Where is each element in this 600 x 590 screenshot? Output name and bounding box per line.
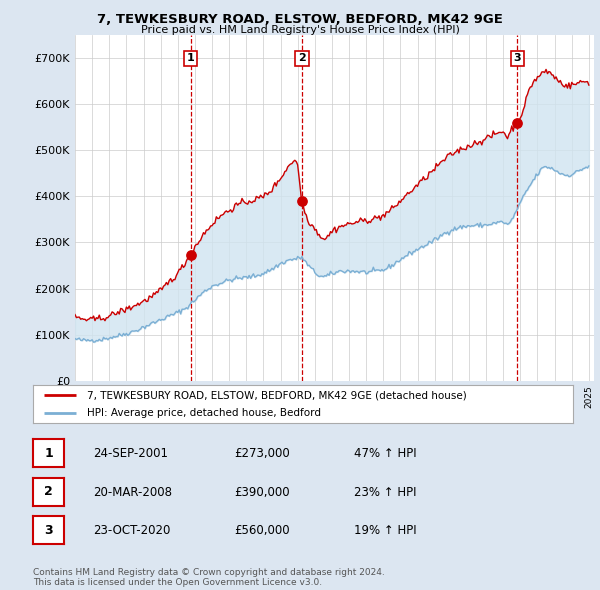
Text: 7, TEWKESBURY ROAD, ELSTOW, BEDFORD, MK42 9GE: 7, TEWKESBURY ROAD, ELSTOW, BEDFORD, MK4… (97, 13, 503, 26)
Text: 1: 1 (187, 54, 194, 63)
Text: 3: 3 (514, 54, 521, 63)
Text: 19% ↑ HPI: 19% ↑ HPI (354, 524, 416, 537)
Point (297, 196, 307, 206)
Text: 23% ↑ HPI: 23% ↑ HPI (354, 486, 416, 499)
Text: HPI: Average price, detached house, Bedford: HPI: Average price, detached house, Bedf… (87, 408, 321, 418)
Text: 7, TEWKESBURY ROAD, ELSTOW, BEDFORD, MK42 9GE (detached house): 7, TEWKESBURY ROAD, ELSTOW, BEDFORD, MK4… (87, 390, 467, 400)
Text: £273,000: £273,000 (234, 447, 290, 460)
Text: Price paid vs. HM Land Registry's House Price Index (HPI): Price paid vs. HM Land Registry's House … (140, 25, 460, 35)
Text: 3: 3 (44, 523, 53, 536)
Point (186, 250, 196, 260)
Text: 47% ↑ HPI: 47% ↑ HPI (354, 447, 416, 460)
Text: Contains HM Land Registry data © Crown copyright and database right 2024.
This d: Contains HM Land Registry data © Crown c… (33, 568, 385, 587)
Point (512, 118, 522, 127)
Text: 1: 1 (44, 447, 53, 460)
Text: 2: 2 (44, 485, 53, 498)
Text: £560,000: £560,000 (234, 524, 290, 537)
Text: £390,000: £390,000 (234, 486, 290, 499)
Text: 2: 2 (298, 54, 306, 63)
Text: 20-MAR-2008: 20-MAR-2008 (93, 486, 172, 499)
Text: 24-SEP-2001: 24-SEP-2001 (93, 447, 168, 460)
Text: 23-OCT-2020: 23-OCT-2020 (93, 524, 170, 537)
